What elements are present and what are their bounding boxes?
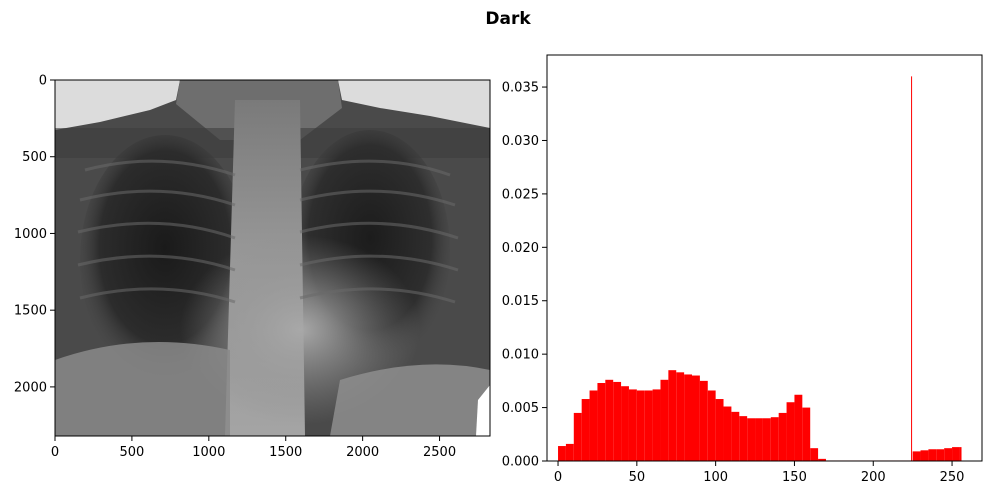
histogram-bar xyxy=(920,450,929,461)
histogram-bar xyxy=(644,390,653,461)
histogram-bar xyxy=(589,390,598,461)
histogram-bar xyxy=(715,399,724,461)
histogram-bar xyxy=(778,412,787,461)
histogram-bar xyxy=(597,383,606,461)
histogram-y-tick-label: 0.020 xyxy=(502,241,539,256)
histogram-x-tick-label: 200 xyxy=(861,470,886,485)
histogram-bar xyxy=(581,399,590,461)
histogram-bar xyxy=(928,449,937,461)
histogram-bar xyxy=(565,443,574,461)
histogram-bar xyxy=(621,386,629,461)
histogram-bar xyxy=(558,446,566,461)
xray-y-axis: 0 500 1000 1500 2000 xyxy=(14,74,55,395)
histogram-y-axis: 0.000 0.005 0.010 0.015 0.020 0.025 0.030 0.035 xyxy=(502,81,547,470)
histogram-bar xyxy=(731,411,740,461)
histogram-y-tick-label: 0.025 xyxy=(502,187,539,202)
histogram-bar xyxy=(613,381,622,461)
histogram-bar xyxy=(794,394,803,461)
histogram-bar xyxy=(944,448,953,461)
histogram-bar xyxy=(699,380,708,461)
histogram-y-tick-label: 0.015 xyxy=(502,294,539,309)
histogram-bar xyxy=(802,407,811,461)
histogram-bar xyxy=(707,390,716,461)
histogram-y-tick-label: 0.005 xyxy=(502,401,539,416)
xray-panel: 0 500 1000 1500 2000 2500 0 500 1000 1500 2000 xyxy=(14,74,491,460)
xray-image xyxy=(55,80,490,436)
xray-y-tick-label: 1000 xyxy=(14,227,47,242)
histogram-bar xyxy=(723,406,732,461)
histogram-bar xyxy=(676,372,685,461)
xray-y-tick-label: 2000 xyxy=(14,380,47,395)
histogram-y-tick-label: 0.000 xyxy=(502,455,539,470)
histogram-bar xyxy=(636,390,645,461)
histogram-bar xyxy=(818,458,826,461)
xray-x-tick-label: 500 xyxy=(119,445,144,460)
histogram-bar xyxy=(912,451,921,461)
xray-x-tick-label: 1500 xyxy=(269,445,302,460)
histogram-bar xyxy=(911,76,913,462)
histogram-bar xyxy=(762,418,771,461)
xray-x-tick-label: 2000 xyxy=(346,445,379,460)
histogram-bar xyxy=(810,448,819,461)
histogram-bar xyxy=(660,379,669,461)
histogram-bar xyxy=(573,412,582,461)
histogram-bar xyxy=(692,375,700,461)
histogram-bar xyxy=(668,370,677,461)
histogram-bar xyxy=(936,449,945,461)
histogram-y-tick-label: 0.010 xyxy=(502,348,539,363)
xray-x-axis: 0 500 1000 1500 2000 2500 xyxy=(51,436,456,460)
histogram-bar xyxy=(684,374,692,461)
histogram-y-tick-label: 0.035 xyxy=(502,81,539,96)
xray-x-tick-label: 1000 xyxy=(192,445,225,460)
histogram-bar xyxy=(628,389,637,461)
figure-title: Dark xyxy=(485,9,531,29)
histogram-bar xyxy=(755,418,763,461)
histogram-bar xyxy=(786,402,795,461)
histogram-x-tick-label: 50 xyxy=(629,470,646,485)
xray-y-tick-label: 1500 xyxy=(14,304,47,319)
histogram-bar xyxy=(605,379,614,461)
histogram-x-axis: 0 50 100 150 200 250 xyxy=(554,461,965,485)
xray-x-tick-label: 0 xyxy=(51,445,59,460)
histogram-bar xyxy=(959,447,962,461)
histogram-x-tick-label: 150 xyxy=(782,470,807,485)
histogram-x-tick-label: 0 xyxy=(554,470,562,485)
histogram-bar xyxy=(739,416,748,461)
xray-y-tick-label: 0 xyxy=(39,74,47,89)
xray-y-tick-label: 500 xyxy=(22,150,47,165)
histogram-bar xyxy=(770,417,779,461)
histogram-panel: 0 50 100 150 200 250 0.000 0.005 0.010 0.015 0.02… xyxy=(502,54,983,485)
histogram-x-tick-label: 250 xyxy=(940,470,965,485)
histogram-bar xyxy=(747,418,756,461)
xray-x-tick-label: 2500 xyxy=(423,445,456,460)
histogram-bar xyxy=(952,447,960,461)
histogram-x-tick-label: 100 xyxy=(703,470,728,485)
histogram-y-tick-label: 0.030 xyxy=(502,134,539,149)
histogram-bar xyxy=(652,389,661,461)
